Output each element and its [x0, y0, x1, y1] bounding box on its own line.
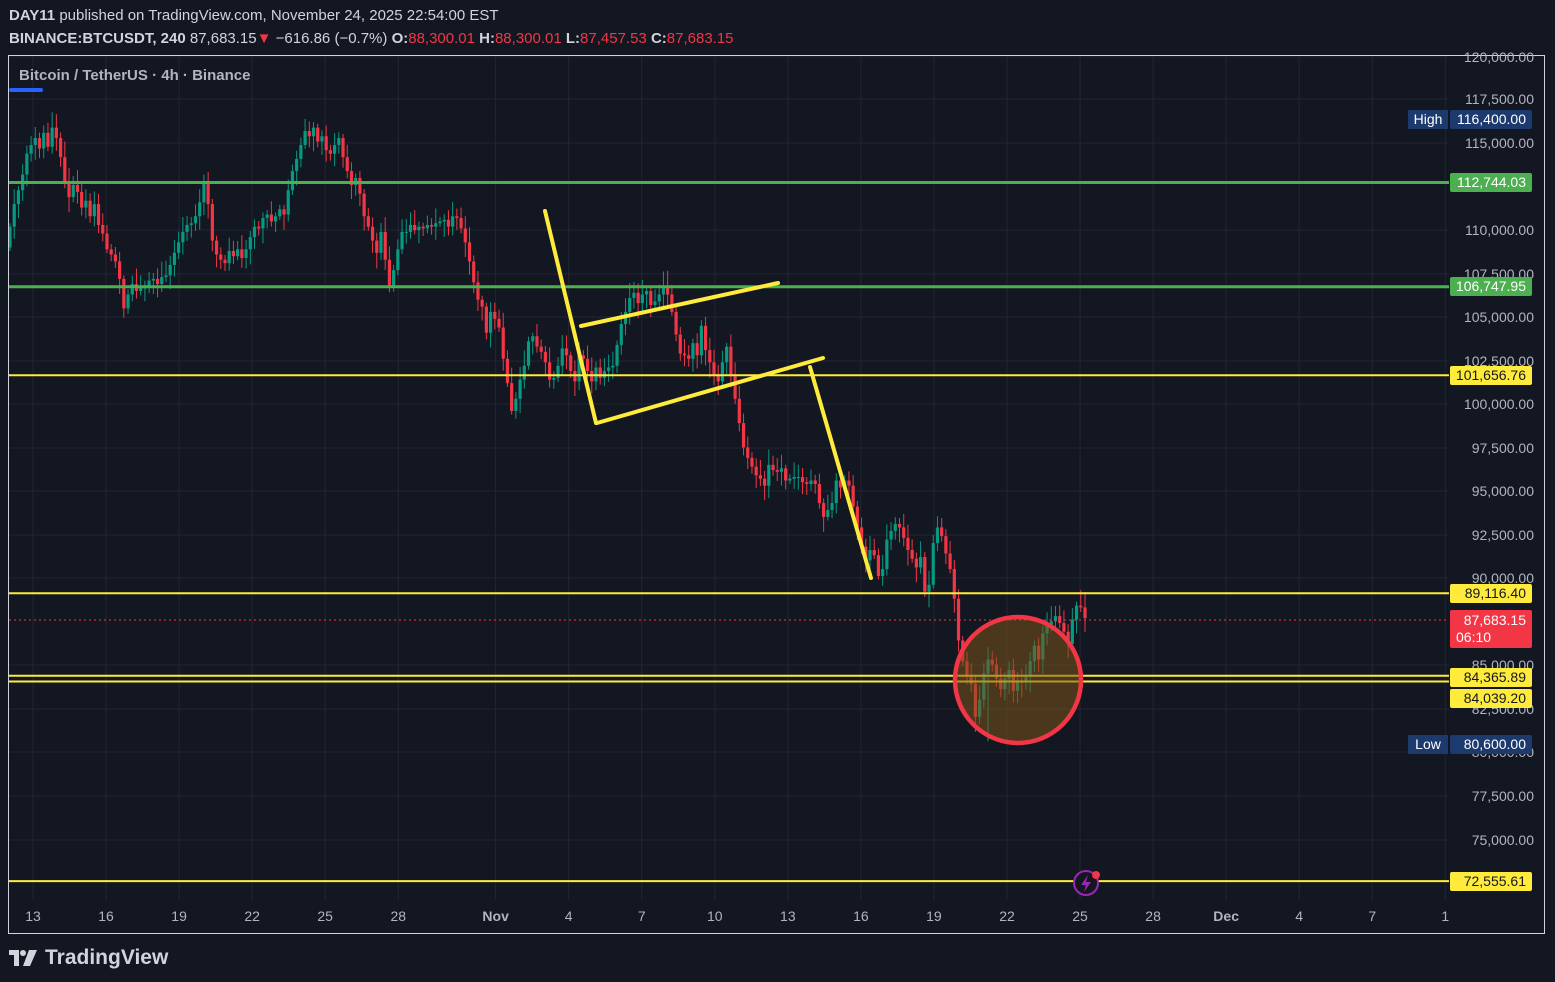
time-axis-label: 25	[1072, 908, 1088, 924]
price-axis-label: 100,000.00	[1463, 396, 1534, 412]
time-axis-label: Nov	[482, 908, 509, 924]
time-axis-label: 16	[853, 908, 869, 924]
price-axis-label: 77,500.00	[1471, 788, 1534, 804]
trendline-drawing[interactable]	[543, 209, 598, 425]
low-value: 87,457.53	[580, 30, 647, 47]
price-axis-label: 92,500.00	[1471, 527, 1534, 543]
level-price-tag: 84,039.20	[1450, 689, 1532, 708]
published-text: published on TradingView.com, November 2…	[59, 7, 499, 24]
price-axis-label: 97,500.00	[1471, 440, 1534, 456]
lightning-alert-icon[interactable]	[1073, 870, 1100, 896]
time-axis-label: 7	[1368, 908, 1377, 924]
trendline-drawing[interactable]	[579, 281, 780, 328]
bar-countdown: 06:10	[1456, 629, 1492, 645]
time-axis-label: 10	[707, 908, 723, 924]
price-axis-label: 110,000.00	[1464, 222, 1534, 238]
time-axis-label: 13	[780, 908, 796, 924]
price-axis-label: 117,500.00	[1464, 91, 1534, 107]
publish-info: DAY11 published on TradingView.com, Nove…	[9, 7, 499, 24]
drawings[interactable]	[543, 209, 1084, 746]
chart-legend-title: Bitcoin / TetherUS · 4h · Binance	[19, 67, 251, 84]
trendline-drawing[interactable]	[595, 356, 825, 425]
time-axis-label: 4	[564, 908, 573, 924]
time-axis-label: 22	[244, 908, 260, 924]
price-axis-label: 115,000.00	[1464, 135, 1534, 151]
time-axis-label: 1	[1441, 908, 1450, 924]
close-value: 87,683.15	[666, 30, 734, 47]
time-axis-label: Dec	[1213, 908, 1239, 924]
tradingview-logo: TradingView	[9, 946, 168, 970]
level-price-tag: 84,365.89	[1450, 668, 1532, 687]
time-axis-label: 16	[98, 908, 114, 924]
high-label-badge: High	[1408, 110, 1448, 129]
level-price-tag: 106,747.95	[1450, 277, 1532, 297]
open-label: O:	[391, 30, 409, 47]
time-axis-label: 4	[1295, 908, 1304, 924]
high-label: H:	[479, 30, 495, 47]
chart-frame	[8, 55, 1545, 934]
price-axis-label: 95,000.00	[1471, 483, 1534, 499]
down-arrow-icon: ▼	[256, 30, 272, 47]
time-axis-label: 19	[171, 908, 187, 924]
time-axis-label: 22	[999, 908, 1015, 924]
high-price-tag: 116,400.00	[1450, 110, 1532, 129]
time-axis-label: 19	[926, 908, 942, 924]
close-label: C:	[650, 30, 667, 47]
circle-drawing[interactable]	[952, 614, 1084, 746]
low-price-tag: 80,600.00	[1450, 735, 1532, 754]
open-value: 88,300.01	[408, 30, 475, 47]
current-price-value: 87,683.15	[1463, 612, 1526, 628]
last-price: 87,683.15	[189, 30, 257, 47]
legend-series-indicator	[9, 88, 43, 92]
current-price-tag: 87,683.15 06:10	[1450, 610, 1532, 648]
price-axis-label: 102,500.00	[1463, 353, 1534, 369]
time-axis-label: 7	[637, 908, 646, 924]
low-label-badge: Low	[1408, 735, 1448, 754]
grid-lines	[9, 56, 1449, 900]
level-price-tag: 112,744.03	[1450, 172, 1532, 192]
logo-text: TradingView	[45, 946, 169, 969]
price-axis-label: 120,000.00	[1463, 49, 1534, 65]
high-value: 88,300.01	[494, 30, 562, 47]
ohlc-bar: BINANCE:BTCUSDT, 240 87,683.15▼ −616.86 …	[9, 30, 734, 47]
time-axis-label: 25	[317, 908, 333, 924]
price-axis-label: 90,000.00	[1471, 570, 1534, 586]
level-price-tag: 89,116.40	[1450, 583, 1532, 603]
time-axis-label: 28	[390, 908, 407, 924]
level-price-tag: 101,656.76	[1450, 365, 1532, 385]
price-axis-label: 75,000.00	[1471, 832, 1534, 848]
time-axis-label: 13	[25, 908, 41, 924]
horizontal-levels	[9, 180, 1449, 883]
author-name: DAY11	[9, 7, 56, 24]
price-axis-label: 105,000.00	[1463, 309, 1534, 325]
low-label: L:	[565, 30, 581, 47]
time-axis-label: 28	[1145, 908, 1161, 924]
symbol-label: BINANCE:BTCUSDT, 240	[9, 30, 186, 47]
price-change: −616.86 (−0.7%)	[275, 30, 388, 47]
trendline-drawing[interactable]	[808, 365, 873, 580]
tradingview-logo-icon	[9, 950, 37, 966]
level-price-tag: 72,555.61	[1450, 871, 1532, 891]
